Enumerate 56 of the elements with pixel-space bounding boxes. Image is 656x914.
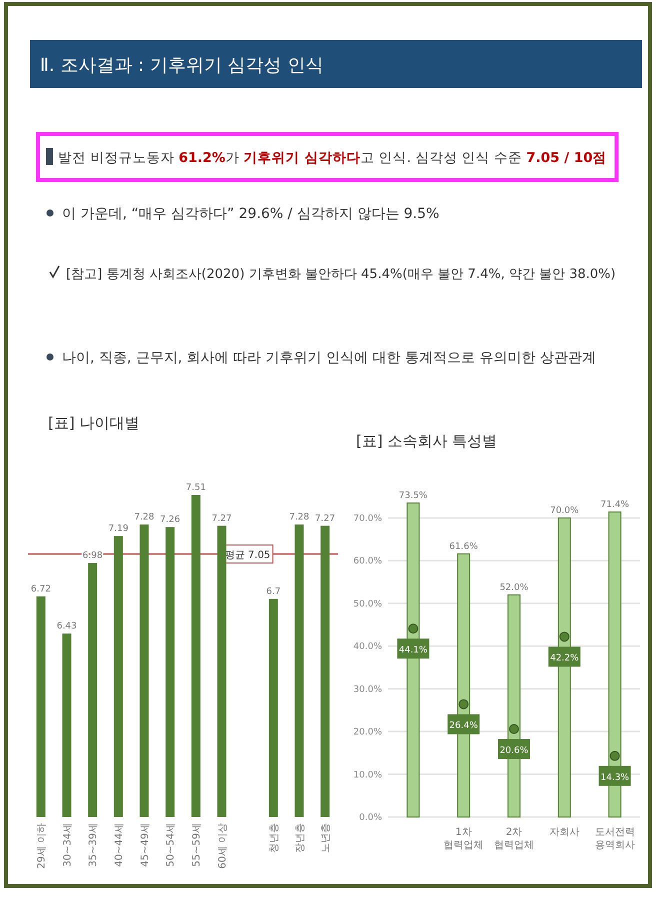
x-tick-label: 자회사 bbox=[549, 827, 580, 838]
x-tick-label: 도서전력 용역회사 bbox=[594, 827, 635, 851]
x-tick-label: 29세 이하 bbox=[36, 823, 48, 869]
x-tick-label: 35~39세 bbox=[88, 823, 100, 867]
data-label: 7.28 bbox=[289, 512, 310, 523]
point bbox=[408, 624, 418, 634]
y-tick-label: 20.0% bbox=[353, 728, 382, 738]
y-tick-label: 10.0% bbox=[353, 770, 382, 780]
text: 이 가운데, “매우 심각하다” 29.6% / 심각하지 않다는 9.5% bbox=[62, 206, 440, 222]
data-label: 20.6% bbox=[500, 746, 529, 756]
data-label: 7.26 bbox=[160, 515, 180, 526]
y-tick-label: 50.0% bbox=[353, 599, 382, 610]
point bbox=[559, 632, 570, 642]
data-label: 71.4% bbox=[600, 500, 630, 510]
text: 발전 비정규노동자 61.2%가 기후위기 심각하다고 인식. 심각성 인식 수준 7.05 / 10점 bbox=[58, 150, 607, 166]
data-label: 73.5% bbox=[398, 491, 428, 501]
data-label: 70.0% bbox=[550, 506, 580, 516]
x-tick-label: 장년층 bbox=[294, 823, 306, 853]
data-label: 52.0% bbox=[500, 582, 529, 593]
text: [참고] 통계청 사회조사(2020) 기후변화 불안하다 45.4%(매우 불안 7.4%, 약간 불안 38.0%) bbox=[66, 267, 616, 282]
x-tick-label: 청년층 bbox=[268, 823, 280, 853]
x-tick-label: 노년층 bbox=[320, 823, 332, 853]
x-tick-label: 30~34세 bbox=[62, 823, 74, 867]
y-tick-label: 0.0% bbox=[359, 813, 382, 823]
point bbox=[458, 699, 469, 710]
data-label: 14.3% bbox=[600, 772, 630, 783]
data-label: 7.28 bbox=[134, 512, 155, 523]
data-label: 6.72 bbox=[30, 584, 51, 594]
data-label: 6.43 bbox=[56, 622, 77, 632]
text: 나이, 직종, 근무지, 회사에 따라 기후위기 인식에 대한 통계적으로 유의미한 상관관계 bbox=[62, 350, 596, 366]
x-tick-label: 40~44세 bbox=[114, 823, 125, 867]
point bbox=[509, 724, 519, 734]
y-tick-label: 40.0% bbox=[353, 642, 382, 652]
x-tick-label: 55~59세 bbox=[191, 823, 202, 867]
chart-title: [표] 소속회사 특성별 bbox=[356, 432, 498, 450]
y-tick-label: 60.0% bbox=[353, 556, 382, 567]
chart-title: [표] 나이대별 bbox=[48, 414, 140, 432]
data-label: 7.27 bbox=[212, 514, 232, 524]
data-label: 44.1% bbox=[398, 646, 428, 656]
data-label: 6.7 bbox=[266, 586, 281, 597]
x-tick-label: 50~54세 bbox=[166, 823, 177, 867]
x-tick-label: 1차 협력업체 bbox=[444, 827, 484, 851]
x-tick-label: 60세 이상 bbox=[217, 823, 228, 869]
data-label: 7.19 bbox=[108, 524, 129, 534]
data-label: 7.27 bbox=[315, 514, 336, 524]
data-label: 61.6% bbox=[449, 542, 478, 552]
point bbox=[610, 750, 620, 761]
text: Ⅱ. 조사결과 : 기후위기 심각성 인식 bbox=[40, 55, 324, 76]
y-tick-label: 70.0% bbox=[353, 514, 382, 524]
data-label: 26.4% bbox=[449, 721, 478, 732]
x-tick-label: 45~49세 bbox=[140, 823, 151, 867]
x-tick-label: 2차 협력업체 bbox=[494, 827, 534, 851]
data-label: 7.51 bbox=[186, 483, 206, 493]
ref-line-label: 평균 7.05 bbox=[224, 550, 270, 562]
data-label: 42.2% bbox=[550, 654, 580, 664]
y-tick-label: 30.0% bbox=[353, 684, 382, 695]
